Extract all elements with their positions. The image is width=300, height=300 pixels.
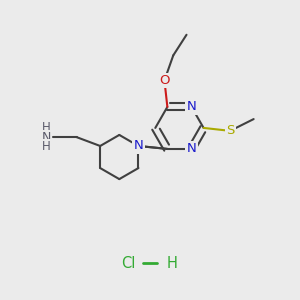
Text: H: H [42, 121, 51, 134]
Text: S: S [226, 124, 234, 137]
Text: Cl: Cl [121, 256, 135, 271]
Text: N: N [187, 142, 196, 155]
Text: N: N [134, 140, 143, 152]
Text: N: N [42, 130, 51, 144]
Text: H: H [42, 140, 51, 153]
Text: H: H [167, 256, 178, 271]
Text: N: N [187, 100, 196, 113]
Text: O: O [159, 74, 170, 87]
